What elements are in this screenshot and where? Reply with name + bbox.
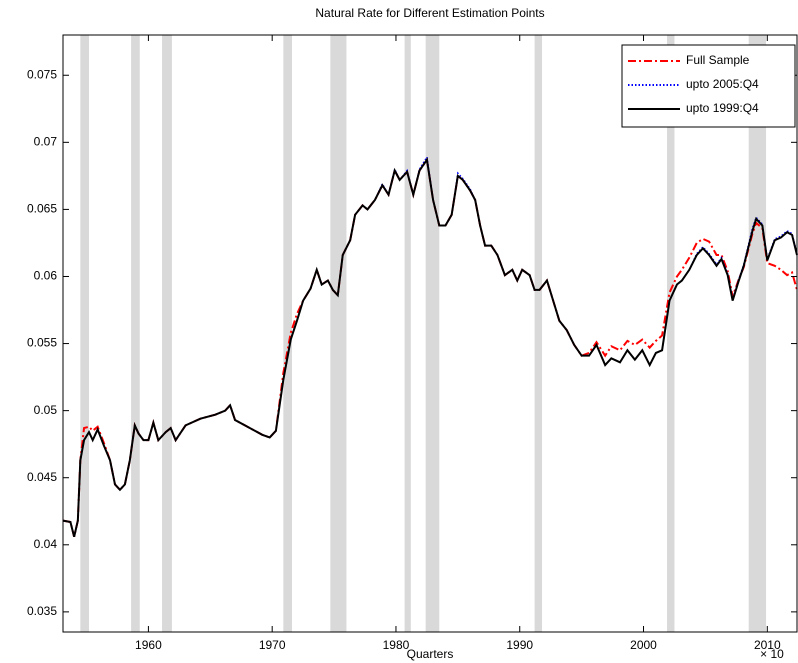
shaded-region [534,35,543,632]
series-line [62,157,798,537]
y-tick-label: 0.045 [27,470,57,484]
y-tick-label: 0.05 [34,403,58,417]
y-tick-label: 0.04 [34,537,58,551]
shaded-region [131,35,140,632]
y-tick-label: 0.07 [34,134,58,148]
x-exponent-label: × 10 [760,647,784,661]
legend-box [621,44,796,128]
shaded-region [80,35,89,632]
chart-title: Natural Rate for Different Estimation Po… [315,6,544,20]
shaded-region [330,35,347,632]
x-tick-label: 1970 [259,638,286,652]
x-tick-label: 1960 [135,638,162,652]
legend-label: upto 1999:Q4 [686,101,759,115]
shaded-region [667,35,675,632]
shaded-region [748,35,767,632]
shaded-region [162,35,172,632]
shaded-region [425,35,440,632]
y-tick-label: 0.055 [27,336,57,350]
x-tick-label: 1980 [383,638,410,652]
legend-label: upto 2005:Q4 [686,77,759,91]
y-tick-label: 0.035 [27,604,57,618]
x-axis-label: Quarters [407,647,454,661]
shaded-region [404,35,411,632]
y-tick-label: 0.06 [34,269,58,283]
y-tick-label: 0.075 [27,67,57,81]
x-tick-label: 2010 [754,638,781,652]
x-tick-label: 1990 [506,638,533,652]
y-tick-label: 0.065 [27,202,57,216]
legend-label: Full Sample [686,53,750,67]
x-tick-label: 2000 [630,638,657,652]
axes-box [62,34,798,633]
shaded-region [283,35,292,632]
